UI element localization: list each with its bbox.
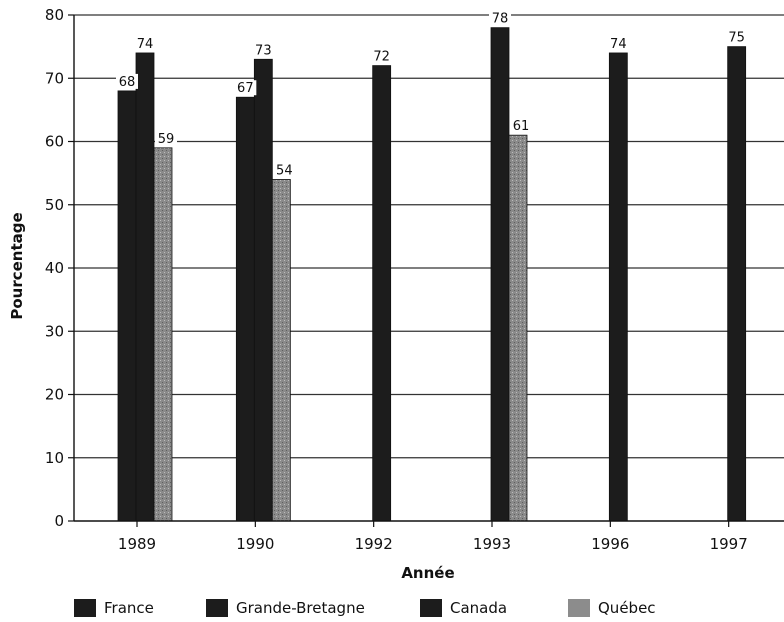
x-tick-label: 1993 xyxy=(473,535,511,553)
bar-qu-bec-1993 xyxy=(508,134,528,522)
data-label: 74 xyxy=(137,37,154,52)
legend-item-quebec: Québec xyxy=(568,596,656,620)
y-tick-label: 70 xyxy=(45,69,64,87)
y-tick-labels: 0 10 20 30 40 50 60 70 80 xyxy=(45,6,64,530)
legend-label-canada: Canada xyxy=(450,599,508,617)
data-label: 59 xyxy=(158,132,175,147)
bar-france-1989 xyxy=(117,90,137,522)
legend: France Grande-Bretagne Canada Québec xyxy=(74,596,774,620)
legend-label-grande-bretagne: Grande-Bretagne xyxy=(236,599,365,617)
bar-canada-1993 xyxy=(490,27,510,522)
data-label: 72 xyxy=(373,50,390,65)
x-tick-label: 1997 xyxy=(710,535,748,553)
bar-grande-bretagne-1990 xyxy=(253,58,273,522)
data-label-bg xyxy=(234,80,257,96)
axes xyxy=(68,14,784,527)
x-axis-title: Année xyxy=(401,564,454,582)
x-tick-label: 1989 xyxy=(118,535,156,553)
data-labels: 68 74 59 67 73 54 72 78 61 74 75 xyxy=(116,10,748,178)
legend-label-quebec: Québec xyxy=(598,599,656,617)
bar-canada-1997 xyxy=(727,46,747,522)
data-label: 54 xyxy=(276,163,293,178)
legend-label-france: France xyxy=(104,599,154,617)
bar-qu-bec-1989 xyxy=(153,147,173,522)
y-tick-label: 20 xyxy=(45,386,64,404)
data-label-bg xyxy=(607,35,630,51)
data-label: 78 xyxy=(492,12,509,27)
data-label: 73 xyxy=(255,43,272,58)
data-label: 75 xyxy=(728,31,745,46)
data-label-bg xyxy=(273,162,296,178)
data-label-bg xyxy=(370,48,393,64)
bar-canada-1996 xyxy=(608,52,628,522)
data-label-bg xyxy=(252,42,275,58)
grid xyxy=(74,14,784,459)
y-tick-label: 50 xyxy=(45,196,64,214)
data-label: 68 xyxy=(119,75,136,90)
data-label-bg xyxy=(510,118,532,134)
y-tick-label: 60 xyxy=(45,133,64,151)
bar-france-1990 xyxy=(235,96,255,522)
legend-item-france: France xyxy=(74,596,154,620)
y-tick-label: 30 xyxy=(45,322,64,340)
x-tick-label: 1996 xyxy=(591,535,629,553)
data-label: 74 xyxy=(610,37,627,52)
data-label-bg xyxy=(116,73,138,89)
legend-item-grande-bretagne: Grande-Bretagne xyxy=(206,596,365,620)
data-label: 61 xyxy=(513,119,530,134)
bar-canada-1992 xyxy=(372,65,392,522)
legend-swatch-grande-bretagne xyxy=(206,599,228,617)
y-tick-label: 80 xyxy=(45,6,64,24)
bar-grande-bretagne-1989 xyxy=(135,52,155,522)
y-tick-label: 10 xyxy=(45,449,64,467)
x-tick-labels: 1989 1990 1992 1993 1996 1997 xyxy=(118,535,748,553)
y-tick-label: 40 xyxy=(45,259,64,277)
legend-swatch-france xyxy=(74,599,96,617)
data-label-bg xyxy=(489,10,511,26)
legend-swatch-canada xyxy=(420,599,442,617)
data-label: 67 xyxy=(237,81,254,96)
x-tick-label: 1990 xyxy=(236,535,274,553)
data-label-bg xyxy=(134,35,156,51)
data-label-bg xyxy=(155,130,177,146)
bar-qu-bec-1990 xyxy=(271,179,291,522)
y-tick-label: 0 xyxy=(54,512,64,530)
data-label-bg xyxy=(725,29,748,45)
y-axis-title: Pourcentage xyxy=(8,212,26,319)
x-tick-label: 1992 xyxy=(355,535,393,553)
legend-swatch-quebec xyxy=(568,599,590,617)
legend-item-canada: Canada xyxy=(420,596,507,620)
bars xyxy=(117,27,747,522)
chart: 68 74 59 67 73 54 72 78 61 74 75 0 10 20 30 40 50 60 70 80… xyxy=(8,6,784,582)
